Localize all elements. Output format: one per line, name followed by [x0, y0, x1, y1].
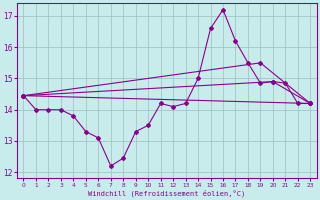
- X-axis label: Windchill (Refroidissement éolien,°C): Windchill (Refroidissement éolien,°C): [88, 189, 245, 197]
